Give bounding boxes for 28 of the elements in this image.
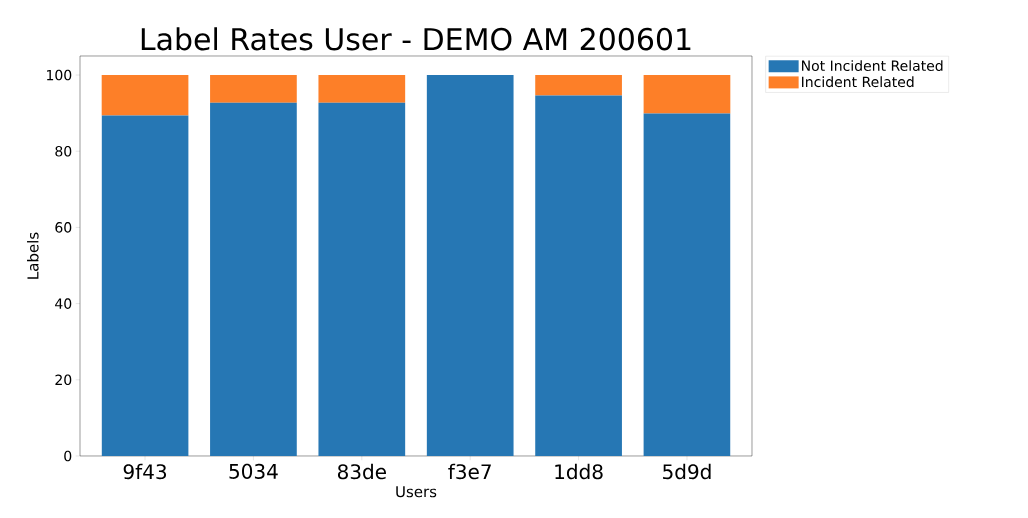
- y-tick-label: 20: [55, 374, 72, 386]
- x-tick-label: 5034: [229, 463, 278, 479]
- bar: [101, 115, 189, 456]
- y-tick-label: 100: [47, 69, 72, 81]
- chart-title: Label Rates User - DEMO AM 200601: [141, 27, 691, 51]
- x-tick-label: 83de: [337, 463, 386, 480]
- y-tick-label: 60: [55, 222, 72, 233]
- bar: [643, 75, 731, 114]
- x-tick-label: f3e7: [448, 463, 491, 480]
- bar: [318, 102, 406, 456]
- legend-label: Incident Related: [802, 76, 914, 88]
- x-tick-label: 1dd8: [555, 463, 603, 480]
- y-axis-title: Labels: [27, 232, 39, 279]
- bar: [318, 75, 406, 103]
- x-tick-label: 5d9d: [663, 463, 711, 480]
- y-tick-label: 40: [55, 298, 72, 309]
- legend-label: Not Incident Related: [802, 60, 943, 72]
- bar: [535, 95, 622, 456]
- bar: [535, 75, 622, 96]
- x-axis-title: Users: [396, 486, 437, 498]
- bar: [210, 75, 297, 103]
- bar: [643, 113, 731, 456]
- y-tick-label: 80: [55, 145, 72, 157]
- bar: [210, 102, 297, 456]
- bar: [426, 75, 514, 456]
- bar: [101, 75, 189, 116]
- x-tick-label: 9f43: [123, 463, 167, 480]
- y-tick-label: 0: [64, 450, 72, 462]
